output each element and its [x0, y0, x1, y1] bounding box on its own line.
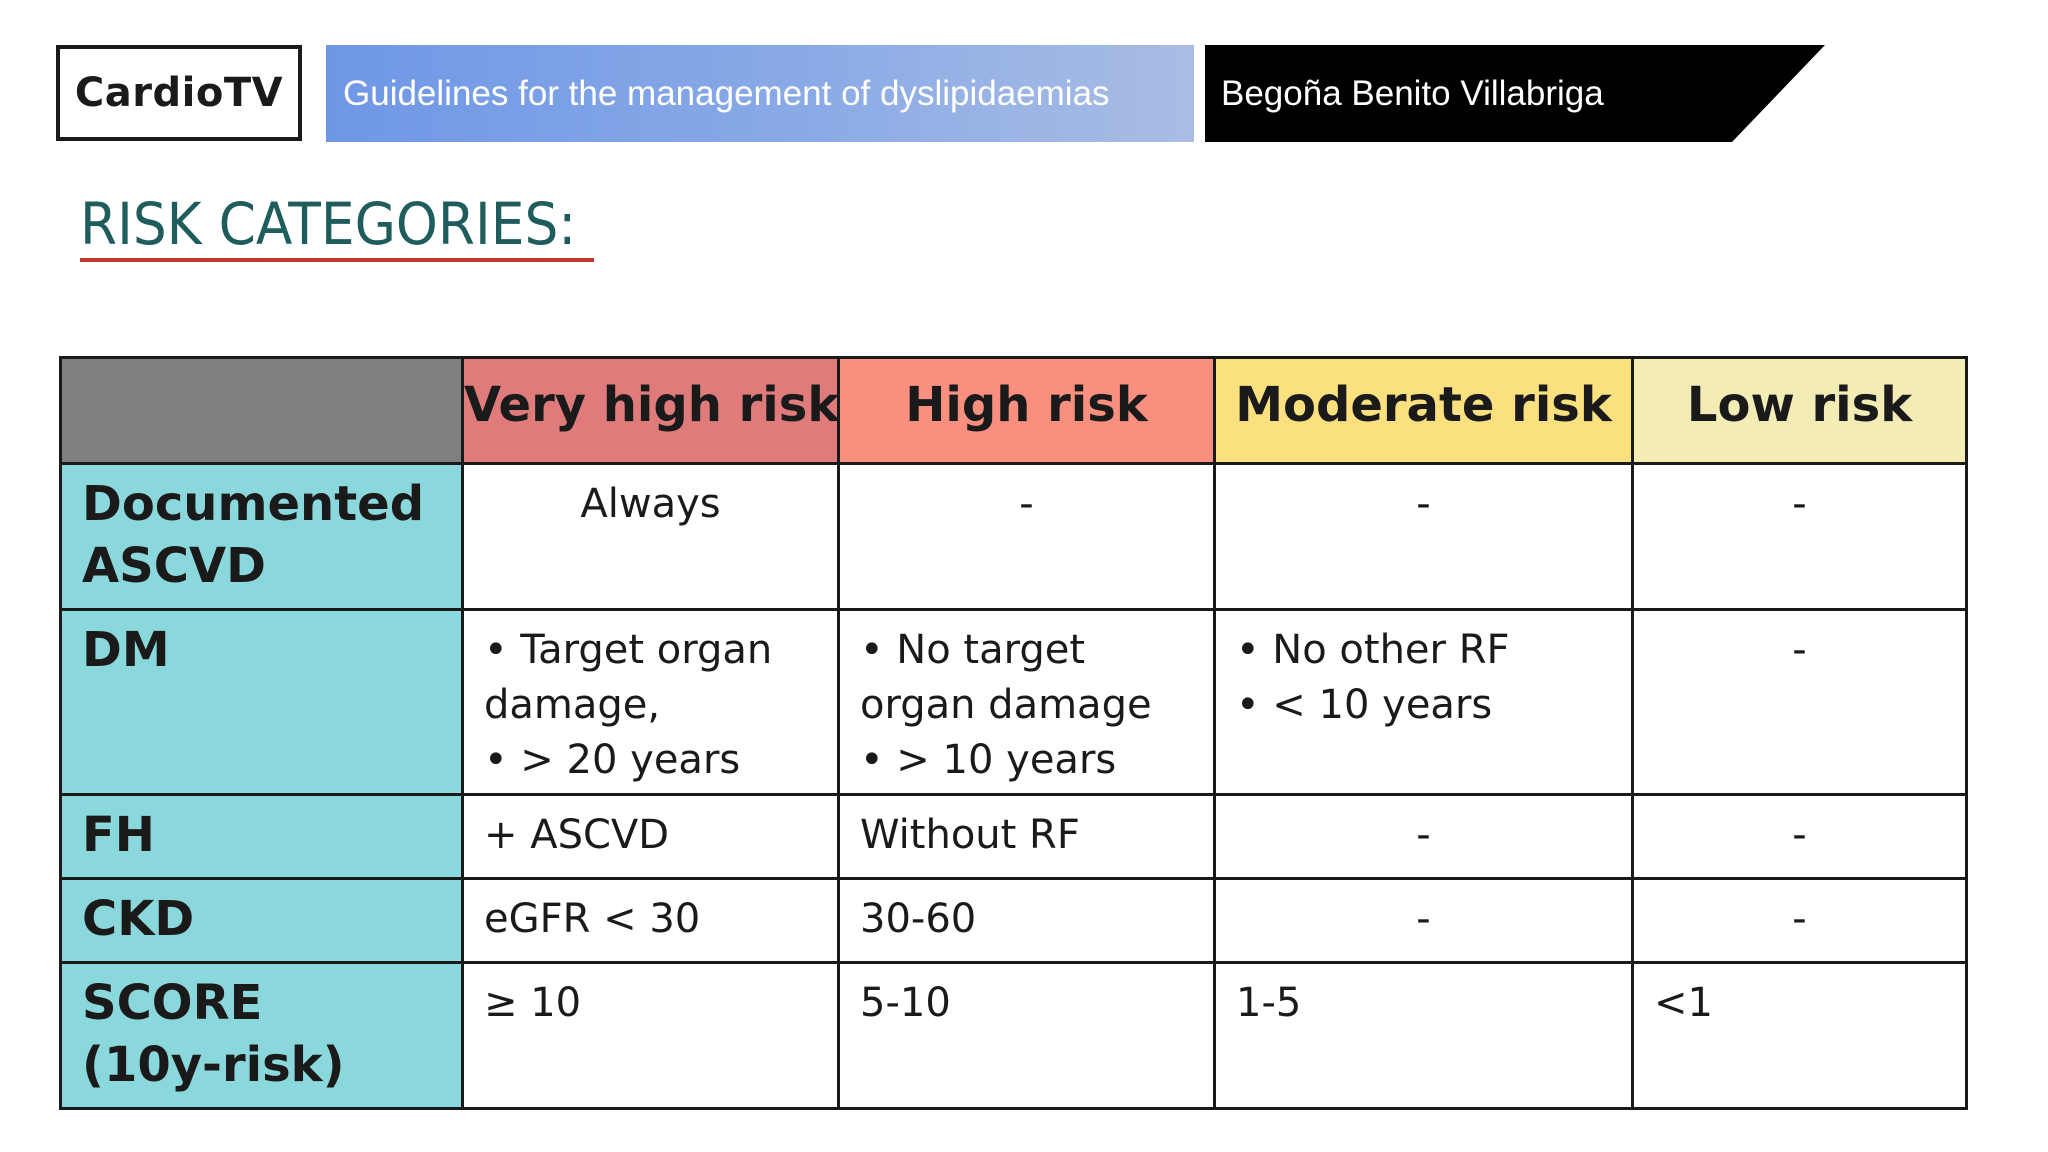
cell-dm-high: • No target organ damage • > 10 years [837, 608, 1216, 796]
cell-text: - [1019, 481, 1034, 527]
table-row-dm: DM • Target organ damage, • > 20 years •… [59, 608, 1968, 796]
cell-text: organ damage [860, 682, 1152, 728]
title-underline [80, 258, 594, 262]
cell-text: • < 10 years [1236, 682, 1493, 728]
cell-text: 5-10 [860, 980, 951, 1026]
header-low-risk: Low risk [1631, 356, 1968, 465]
cell-text: • No other RF [1236, 627, 1510, 673]
cell-ckd-low: - [1631, 877, 1968, 964]
cell-text: <1 [1654, 980, 1713, 1026]
cell-score-low: <1 [1631, 961, 1968, 1110]
cell-text: damage, [484, 682, 661, 728]
cell-text: eGFR < 30 [484, 896, 701, 942]
cell-text: • No target [860, 627, 1086, 673]
cell-text: 30-60 [860, 896, 977, 942]
row-label-dm: DM [59, 608, 464, 796]
cell-dm-low: - [1631, 608, 1968, 796]
cell-text: - [1416, 812, 1431, 858]
row-label-score: SCORE (10y-risk) [59, 961, 464, 1110]
cell-fh-high: Without RF [837, 793, 1216, 880]
cell-text: - [1792, 481, 1807, 527]
table-row-fh: FH + ASCVD Without RF - - [59, 793, 1968, 880]
row-label-ckd: CKD [59, 877, 464, 964]
header-corner-cell [59, 356, 464, 465]
cell-score-high: 5-10 [837, 961, 1216, 1110]
row-label-line: SCORE [82, 975, 263, 1031]
row-label-fh: FH [59, 793, 464, 880]
cell-text: - [1792, 627, 1807, 673]
cell-fh-low: - [1631, 793, 1968, 880]
row-label-line: (10y-risk) [82, 1037, 345, 1093]
cell-text: - [1792, 812, 1807, 858]
cell-ascvd-low: - [1631, 462, 1968, 611]
cell-ascvd-very-high: Always [461, 462, 840, 611]
row-label-line: FH [82, 807, 155, 863]
guideline-title-banner: Guidelines for the management of dyslipi… [326, 45, 1194, 142]
cell-text: Without RF [860, 812, 1080, 858]
cell-text: • Target organ [484, 627, 773, 673]
row-label-line: ASCVD [82, 538, 266, 594]
cell-text: Always [580, 481, 721, 527]
table-header-row: Very high risk High risk Moderate risk L… [59, 356, 1968, 465]
cell-ascvd-high: - [837, 462, 1216, 611]
cell-ckd-very-high: eGFR < 30 [461, 877, 840, 964]
header-high-risk: High risk [837, 356, 1216, 465]
cell-fh-moderate: - [1213, 793, 1634, 880]
row-label-line: CKD [82, 891, 195, 947]
cell-score-moderate: 1-5 [1213, 961, 1634, 1110]
row-label-line: DM [82, 622, 170, 678]
cell-score-very-high: ≥ 10 [461, 961, 840, 1110]
cell-text: ≥ 10 [484, 980, 582, 1026]
table-row-ckd: CKD eGFR < 30 30-60 - - [59, 877, 1968, 964]
slide-title: RISK CATEGORIES: [80, 190, 577, 258]
header-very-high-risk: Very high risk [461, 356, 840, 465]
row-label-documented-ascvd: Documented ASCVD [59, 462, 464, 611]
cell-ckd-high: 30-60 [837, 877, 1216, 964]
table-row-documented-ascvd: Documented ASCVD Always - - - [59, 462, 1968, 611]
cell-text: 1-5 [1236, 980, 1302, 1026]
author-banner: Begoña Benito Villabriga [1205, 45, 1825, 142]
cell-ascvd-moderate: - [1213, 462, 1634, 611]
cell-text: + ASCVD [484, 812, 670, 858]
cell-text: • > 20 years [484, 737, 741, 783]
header-moderate-risk: Moderate risk [1213, 356, 1634, 465]
cell-dm-moderate: • No other RF • < 10 years [1213, 608, 1634, 796]
cell-fh-very-high: + ASCVD [461, 793, 840, 880]
cell-dm-very-high: • Target organ damage, • > 20 years [461, 608, 840, 796]
cell-ckd-moderate: - [1213, 877, 1634, 964]
cardiotv-logo: CardioTV [56, 45, 302, 141]
cell-text: - [1792, 896, 1807, 942]
cell-text: - [1416, 896, 1431, 942]
cell-text: - [1416, 481, 1431, 527]
table-row-score: SCORE (10y-risk) ≥ 10 5-10 1-5 <1 [59, 961, 1968, 1110]
cell-text: • > 10 years [860, 737, 1117, 783]
row-label-line: Documented [82, 476, 425, 532]
risk-categories-table: Very high risk High risk Moderate risk L… [59, 356, 1968, 1110]
